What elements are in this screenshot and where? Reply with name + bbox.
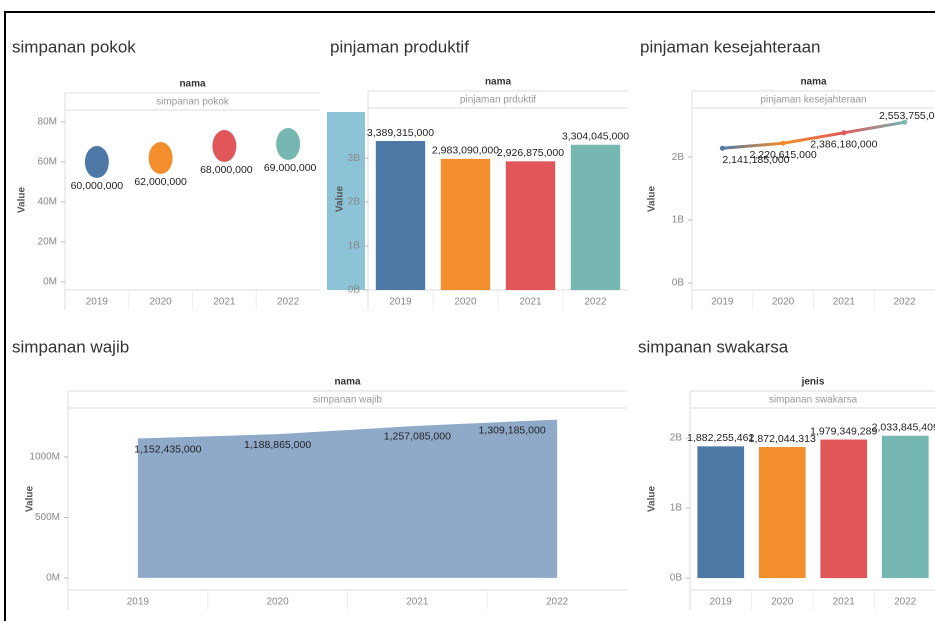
dot — [148, 142, 173, 174]
highlight — [327, 112, 365, 290]
value-label: 1,872,044,313 — [749, 433, 816, 445]
subheader: simpanan wajib — [313, 395, 382, 406]
value-label: 1,309,185,000 — [479, 424, 546, 436]
x-tick-label: 2022 — [546, 597, 569, 608]
line — [722, 120, 905, 150]
x-tick-label: 2022 — [894, 597, 917, 608]
x-tick-label: 2022 — [584, 297, 607, 308]
y-tick-label: 500M — [35, 512, 60, 523]
x-tick-label: 2022 — [277, 297, 300, 308]
bar — [697, 446, 745, 579]
y-tick-label: 20M — [38, 237, 57, 248]
chart-title: pinjaman kesejahteraan — [640, 37, 821, 56]
y-tick-label: 3B — [348, 153, 361, 164]
x-tick-label: 2021 — [833, 297, 856, 308]
x-tick-label: 2022 — [894, 297, 917, 308]
y-tick-label: 1B — [348, 241, 361, 252]
x-tick-label: 2021 — [406, 597, 429, 608]
value-label: 2,983,090,000 — [432, 145, 499, 157]
value-label: 1,152,435,000 — [134, 443, 201, 455]
chart-title: simpanan swakarsa — [638, 337, 789, 356]
frame — [4, 11, 935, 621]
y-tick-label: 60M — [38, 157, 57, 168]
value-label: 2,033,845,409 — [872, 422, 935, 434]
value-label: 2,926,875,000 — [497, 147, 564, 159]
subheader: pinjaman prduktif — [460, 95, 536, 106]
value-label: 2,220,615,000 — [750, 149, 817, 161]
dot — [84, 146, 109, 178]
y-tick-label: 0B — [348, 285, 361, 296]
y-tick-label: 0B — [670, 573, 683, 584]
value-label: 62,000,000 — [134, 176, 187, 188]
dot — [212, 130, 237, 162]
x-tick-label: 2021 — [833, 597, 856, 608]
chart-title: pinjaman produktif — [330, 37, 469, 56]
x-tick-label: 2020 — [771, 597, 794, 608]
header: nama — [179, 79, 206, 90]
y-axis-label: Value — [335, 186, 346, 213]
y-tick-label: 0B — [672, 278, 685, 289]
x-tick-label: 2020 — [150, 297, 173, 308]
bar — [505, 161, 556, 290]
header: nama — [485, 77, 512, 88]
line-point — [719, 145, 725, 151]
y-tick-label: 2B — [672, 152, 685, 163]
bar — [375, 141, 426, 290]
value-label: 69,000,000 — [264, 162, 317, 174]
header: nama — [334, 377, 361, 388]
dot — [276, 128, 301, 160]
value-label: 2,141,185,000 — [722, 154, 789, 166]
subheader: simpanan swakarsa — [769, 395, 858, 406]
area — [137, 419, 558, 578]
x-tick-label: 2019 — [86, 297, 109, 308]
value-label: 1,882,255,462 — [687, 432, 754, 444]
line-point — [780, 140, 786, 146]
x-tick-label: 2019 — [127, 597, 150, 608]
value-label: 3,304,045,000 — [562, 131, 629, 143]
x-tick-label: 2019 — [710, 597, 733, 608]
y-axis-label: Value — [647, 186, 658, 213]
value-label: 68,000,000 — [200, 164, 253, 176]
value-label: 1,257,085,000 — [384, 431, 451, 443]
y-tick-label: 40M — [38, 197, 57, 208]
y-axis-label: Value — [25, 486, 36, 513]
y-tick-label: 80M — [38, 117, 57, 128]
y-tick-label: 2B — [348, 197, 361, 208]
value-label: 2,553,755,000 — [879, 110, 935, 122]
y-axis-label: Value — [17, 187, 28, 214]
line-point — [902, 119, 908, 125]
bar — [440, 158, 491, 290]
y-tick-label: 0M — [43, 277, 57, 288]
x-tick-label: 2021 — [519, 297, 542, 308]
chart-title: simpanan pokok — [12, 37, 136, 56]
x-tick-label: 2019 — [389, 297, 412, 308]
value-label: 1,979,349,289 — [810, 425, 877, 437]
y-axis-label: Value — [647, 486, 658, 513]
bar — [570, 144, 621, 290]
line-point — [841, 130, 847, 136]
bar — [881, 435, 929, 579]
subheader: simpanan pokok — [156, 97, 230, 108]
header: jenis — [801, 377, 825, 388]
y-tick-label: 1B — [672, 215, 685, 226]
x-tick-label: 2019 — [711, 297, 734, 308]
x-tick-label: 2020 — [772, 297, 795, 308]
y-tick-label: 2B — [670, 433, 683, 444]
y-tick-label: 1B — [670, 503, 683, 514]
y-tick-label: 0M — [46, 573, 60, 584]
value-label: 3,389,315,000 — [367, 127, 434, 139]
bar — [820, 439, 868, 579]
value-label: 2,386,180,000 — [810, 139, 877, 151]
y-tick-label: 1000M — [29, 452, 60, 463]
bar — [758, 447, 806, 579]
x-tick-label: 2020 — [267, 597, 290, 608]
header: nama — [800, 77, 827, 88]
subheader: pinjaman kesejahteraan — [760, 95, 866, 106]
x-tick-label: 2020 — [454, 297, 477, 308]
value-label: 1,188,865,000 — [244, 439, 311, 451]
value-label: 60,000,000 — [71, 180, 124, 192]
chart-title: simpanan wajib — [12, 337, 129, 356]
x-tick-label: 2021 — [213, 297, 236, 308]
